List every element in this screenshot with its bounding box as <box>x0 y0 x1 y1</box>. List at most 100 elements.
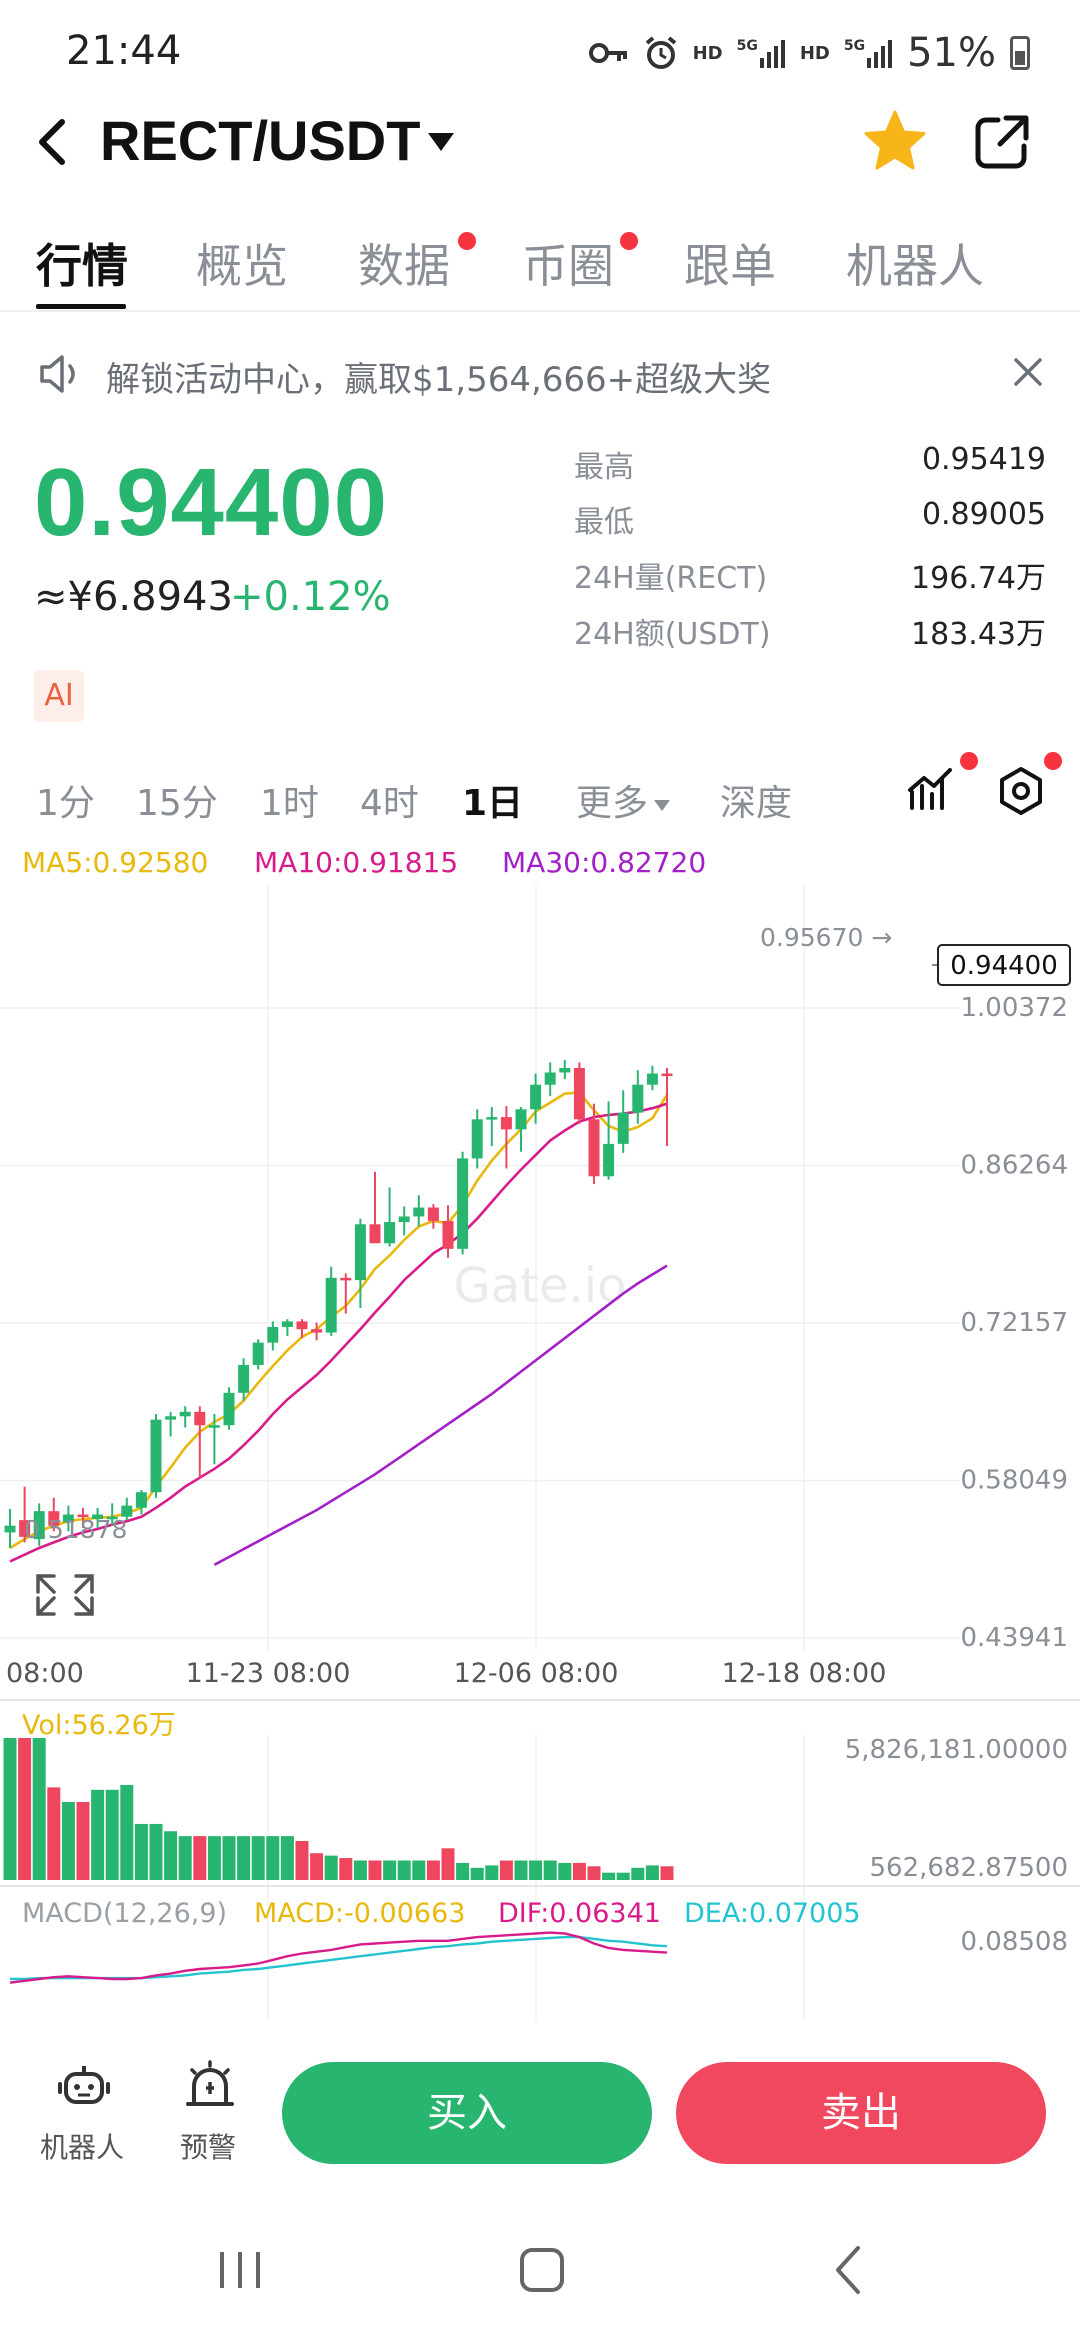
volume-bar <box>47 1787 61 1880</box>
volume-bar <box>251 1836 265 1880</box>
interval-4h[interactable]: 4时 <box>360 783 419 824</box>
interval-1m[interactable]: 1分 <box>36 783 95 824</box>
candle-body <box>617 1112 629 1144</box>
candle <box>646 1065 658 1091</box>
volume-bar <box>529 1860 543 1880</box>
candle-body <box>500 1117 512 1130</box>
interval-1d[interactable]: 1日 <box>462 783 524 824</box>
interval-1h[interactable]: 1时 <box>260 783 319 824</box>
volume-bar <box>660 1866 674 1880</box>
y-tick-label: 1.00372 <box>960 993 1068 1023</box>
pair-title[interactable]: RECT/USDT <box>100 109 421 172</box>
dea-value-label: DEA:0.07005 <box>684 1898 861 1929</box>
interval-more[interactable]: 更多 <box>576 774 671 826</box>
favorite-star-icon[interactable] <box>862 108 928 174</box>
tab-community[interactable]: 币圈 <box>522 239 614 293</box>
signal-icon-2: 5G <box>844 38 893 68</box>
volume-bar <box>105 1789 119 1880</box>
volume-bar <box>266 1836 280 1880</box>
volume-bar <box>339 1858 353 1880</box>
volume-bar <box>91 1789 105 1880</box>
indicator-icon[interactable] <box>906 764 956 814</box>
recent-apps-icon[interactable] <box>220 2252 260 2288</box>
ai-badge[interactable]: AI <box>34 670 84 722</box>
candle <box>106 1503 118 1526</box>
candle <box>617 1090 629 1153</box>
stat-vol-label: 24H量(RECT) <box>574 561 768 596</box>
candle <box>457 1151 469 1255</box>
candle <box>340 1273 352 1314</box>
candle-body <box>544 1072 556 1085</box>
y-tick-label: 0.86264 <box>960 1151 1068 1181</box>
close-icon[interactable] <box>1010 354 1046 390</box>
candles <box>4 1060 673 1549</box>
tab-data-dot <box>458 232 476 250</box>
tab-market[interactable]: 行情 <box>36 239 128 293</box>
volume-bar <box>32 1738 46 1880</box>
volume-bar <box>426 1860 440 1880</box>
interval-15m[interactable]: 15分 <box>136 783 218 824</box>
more-caret-icon <box>654 799 671 811</box>
volume-bar <box>412 1860 426 1880</box>
candle <box>296 1319 308 1339</box>
candlestick-chart[interactable]: Gate.io 1.00372 0.86264 0.72157 0.58049 0.43… <box>0 880 1080 2020</box>
volume-bar <box>616 1872 630 1880</box>
candle-body <box>325 1277 337 1333</box>
volume-bar <box>3 1738 17 1880</box>
candle <box>442 1205 454 1258</box>
candle-body <box>354 1224 366 1281</box>
candle-body <box>267 1326 279 1343</box>
macd-value-label: MACD:-0.00663 <box>254 1898 465 1929</box>
macd-lines <box>9 1931 668 1984</box>
chart-settings-icon[interactable] <box>994 764 1048 818</box>
share-icon[interactable] <box>970 110 1034 174</box>
stat-amount-value: 183.43万 <box>911 617 1046 652</box>
candle <box>267 1321 279 1351</box>
tab-bots[interactable]: 机器人 <box>846 239 984 293</box>
tab-overview[interactable]: 概览 <box>196 239 288 293</box>
stat-low-value: 0.89005 <box>921 497 1046 532</box>
volume-bar <box>76 1802 90 1880</box>
tab-copy-trade[interactable]: 跟单 <box>684 239 776 293</box>
candle <box>194 1406 206 1478</box>
candle-body <box>646 1073 658 1085</box>
promo-banner-text[interactable]: 解锁活动中心，赢取$1,564,666+超级大奖 <box>106 360 772 400</box>
ma10-label: MA10:0.91815 <box>254 846 459 879</box>
back-arrow-icon[interactable] <box>30 112 74 172</box>
robot-label[interactable]: 机器人 <box>40 2131 125 2164</box>
alert-label[interactable]: 预警 <box>180 2131 237 2164</box>
candle-body <box>530 1084 542 1110</box>
candle-body <box>457 1158 469 1249</box>
dif-line <box>9 1931 668 1984</box>
candle <box>369 1171 381 1244</box>
candle-body <box>77 1514 89 1518</box>
min-price-marker: 0.51878 <box>24 1515 127 1544</box>
candle <box>135 1489 147 1515</box>
home-icon[interactable] <box>520 2248 564 2292</box>
volume-bar <box>499 1860 513 1880</box>
candle <box>281 1319 293 1336</box>
status-icons: HD 5G HD 5G 51% <box>588 30 1030 76</box>
fullscreen-icon[interactable] <box>36 1574 94 1616</box>
candle <box>33 1503 45 1546</box>
candle-body <box>632 1084 644 1113</box>
depth-tab[interactable]: 深度 <box>720 783 793 824</box>
tab-data[interactable]: 数据 <box>358 239 450 293</box>
back-nav-icon[interactable] <box>836 2246 860 2294</box>
robot-icon[interactable] <box>56 2058 112 2114</box>
candle-body <box>515 1109 527 1130</box>
volume-bar <box>572 1862 586 1880</box>
candle-body <box>559 1067 571 1073</box>
pair-dropdown-icon[interactable] <box>428 133 454 151</box>
candle <box>573 1062 585 1124</box>
volume-bar <box>324 1855 338 1880</box>
sell-button[interactable]: 卖出 <box>676 2062 1046 2164</box>
volume-bar <box>645 1865 659 1880</box>
alert-icon[interactable] <box>182 2058 238 2114</box>
candle <box>500 1105 512 1169</box>
candle <box>427 1204 439 1229</box>
current-price-box <box>937 944 1071 986</box>
buy-button[interactable]: 买入 <box>282 2062 652 2164</box>
candle <box>588 1103 600 1185</box>
volume-bar <box>456 1862 470 1880</box>
